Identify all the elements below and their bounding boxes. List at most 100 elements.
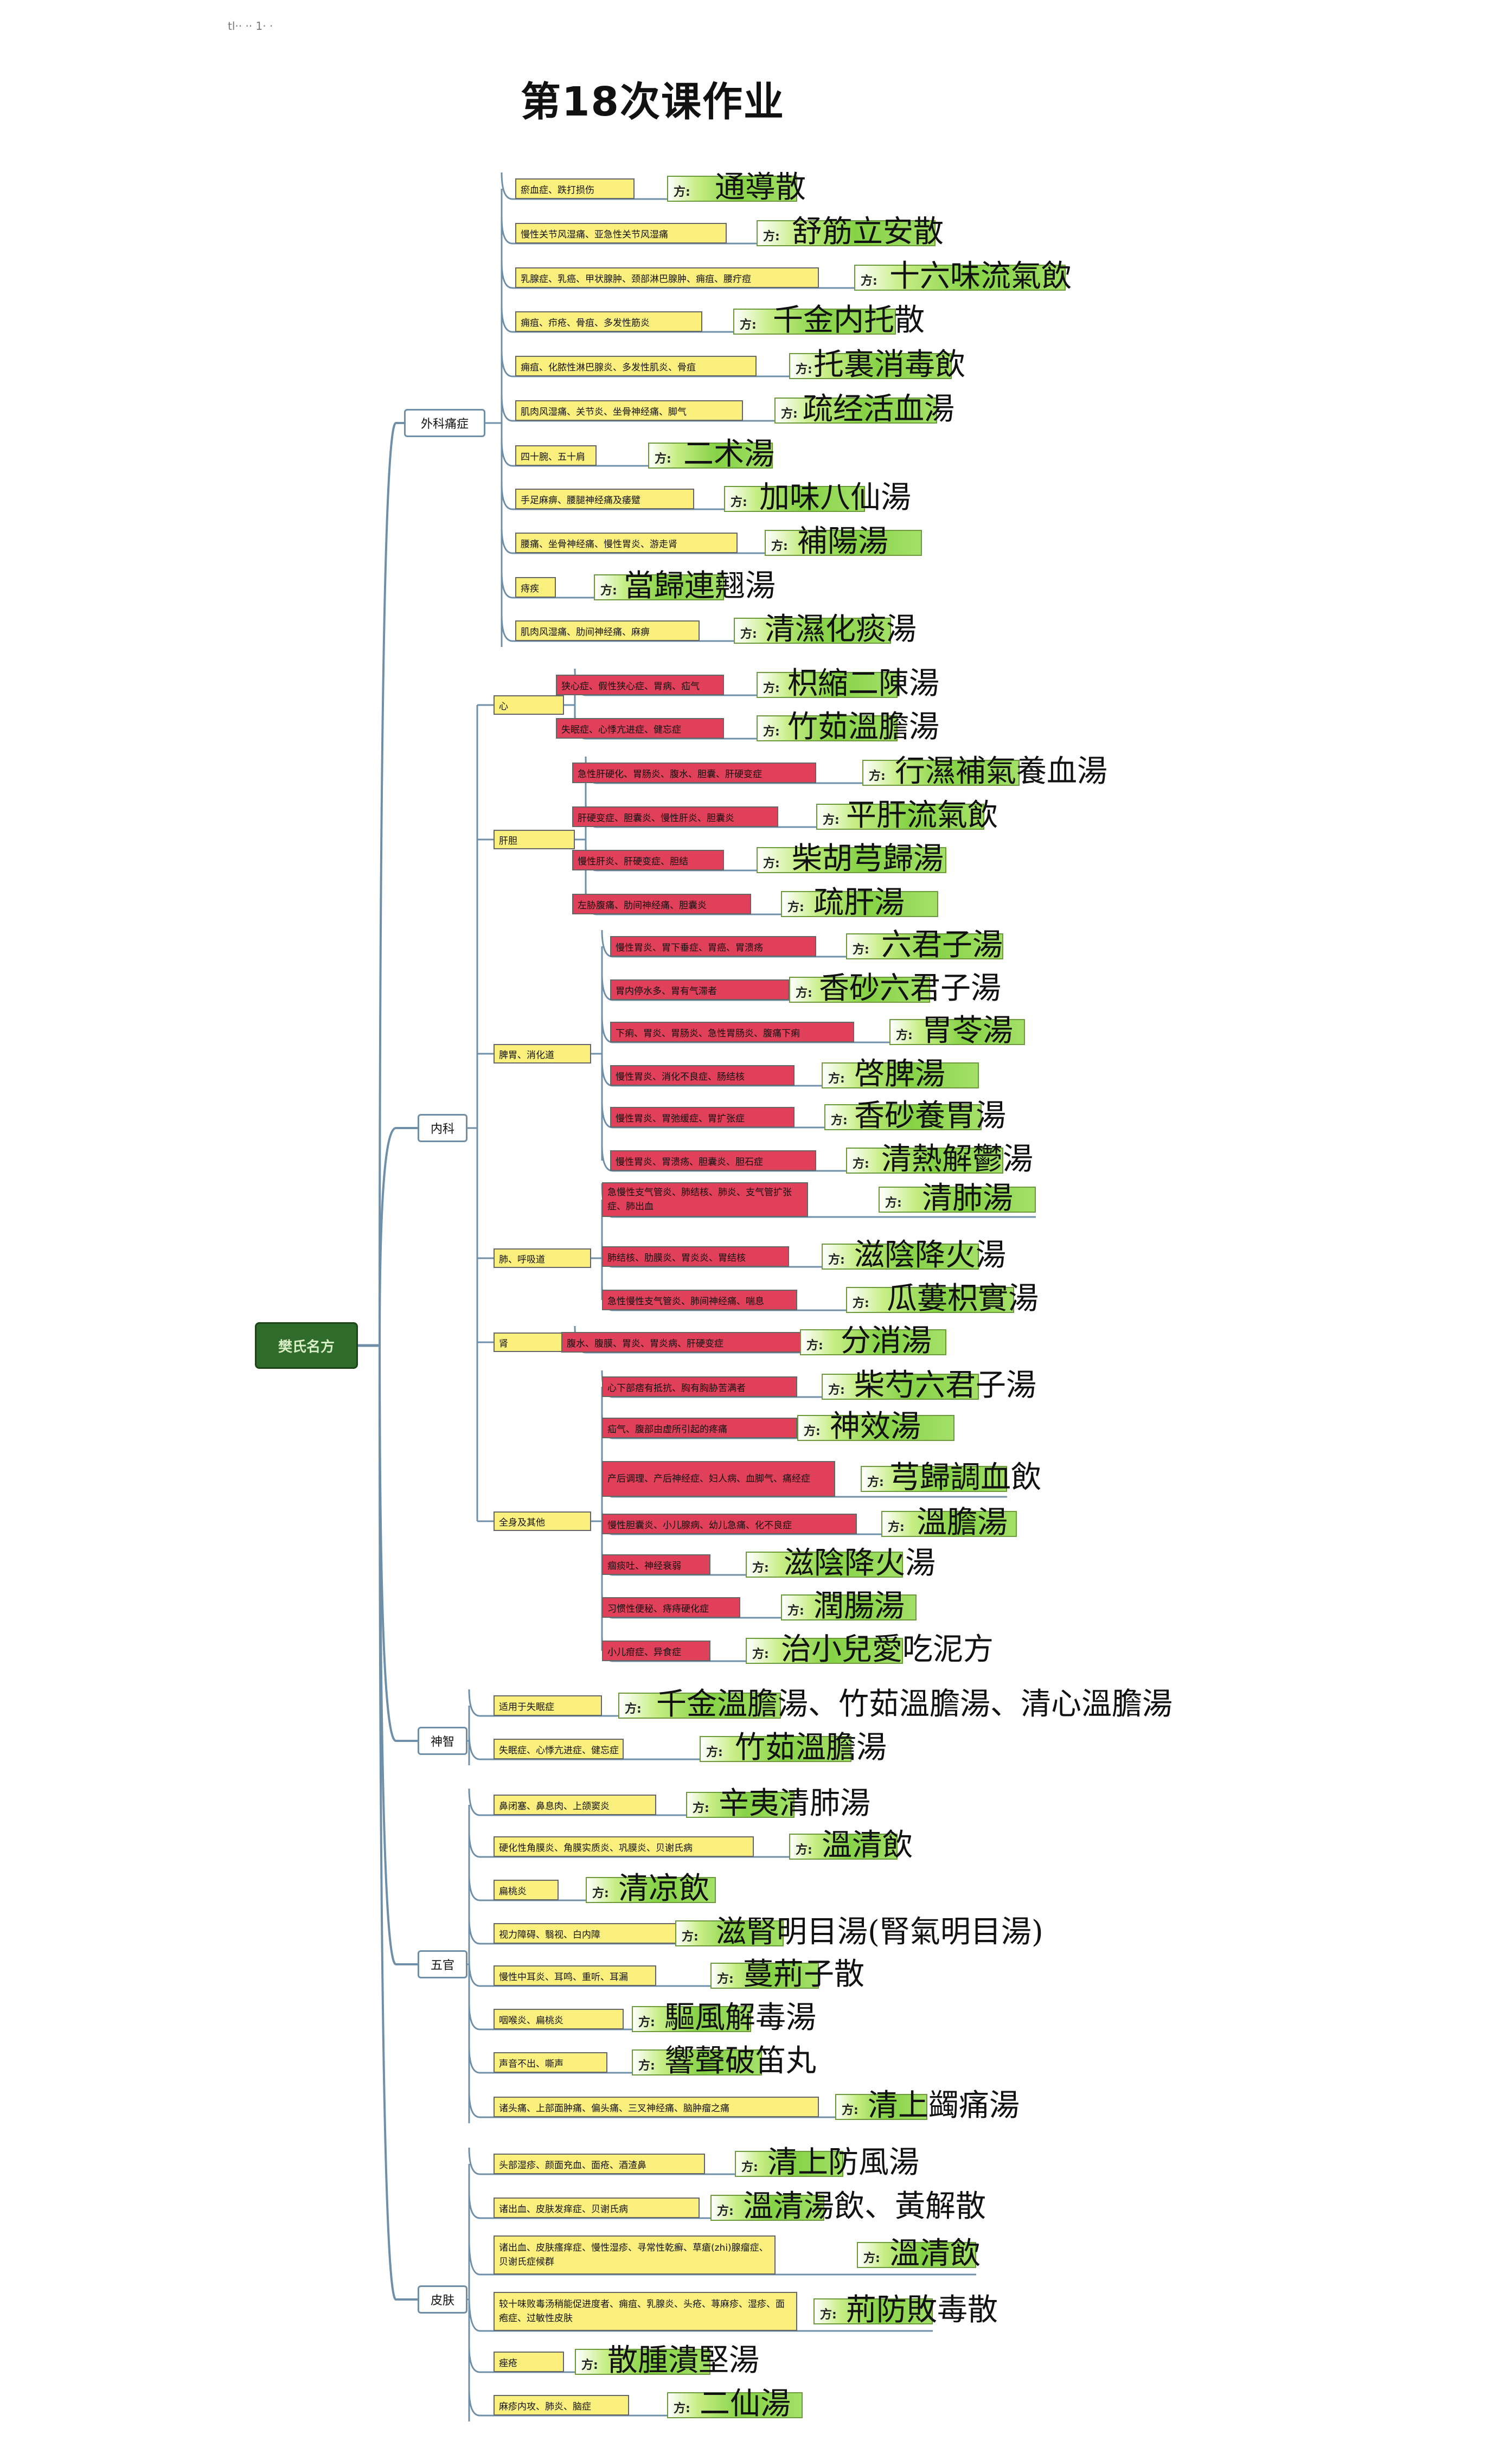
prescription-prefix: 方:	[888, 1521, 905, 1534]
condition-label: 心下部痞有抵抗、胸有胸胁苦满者	[602, 1376, 797, 1397]
prescription-box: 方:	[686, 1792, 795, 1818]
group-node: 脾胃、消化道	[494, 1044, 591, 1064]
condition-label: 麻疹内攻、肺炎、脑症	[494, 2395, 629, 2416]
prescription-prefix: 方:	[592, 1887, 609, 1900]
prescription-box: 方:	[879, 1187, 1036, 1213]
prescription-box: 方:	[632, 2049, 762, 2075]
group-node: 全身及其他	[494, 1511, 591, 1531]
prescription-box: 方:	[846, 1148, 1003, 1174]
connector	[468, 2388, 803, 2417]
prescription-prefix: 方:	[831, 1114, 848, 1128]
prescription-prefix: 方:	[741, 2161, 758, 2174]
formula-name: 竹茹溫膽湯	[787, 709, 939, 745]
condition-label: 疝气、腹部由虚所引起的疼痛	[602, 1418, 797, 1438]
formula-name: 當歸連翹湯	[624, 568, 776, 604]
condition-label: 咽喉炎、扁桃炎	[494, 2009, 624, 2029]
condition-label: 慢性中耳炎、耳鸣、重听、耳漏	[494, 1965, 656, 1986]
formula-name: 補陽湯	[797, 524, 888, 559]
formula-name: 響聲破笛丸	[664, 2043, 816, 2079]
prescription-box: 方:	[862, 760, 1020, 786]
prescription-box: 方:	[881, 1511, 1017, 1537]
condition-label: 四十腕、五十肩	[515, 445, 597, 466]
connector	[468, 2345, 710, 2373]
formula-name: 清上蠲痛湯	[868, 2088, 1020, 2123]
category-node: 外科痛症	[404, 409, 485, 437]
prescription-prefix: 方:	[796, 363, 812, 376]
condition-label: 左胁腹痛、肋间神经痛、胆囊炎	[572, 894, 751, 914]
formula-name: 滋陰降火湯	[784, 1546, 936, 1581]
formula-name: 溫清湯飲、黃解散	[743, 2189, 986, 2224]
category-node: 皮肤	[418, 2285, 467, 2314]
prescription-prefix: 方:	[706, 1746, 723, 1759]
formula-name: 平肝流氣飲	[846, 798, 998, 833]
condition-label: 慢性胃炎、胃溃疡、胆囊炎、胆石症	[610, 1150, 816, 1171]
condition-label: 鼻闭塞、鼻息肉、上颌窦炎	[494, 1795, 656, 1815]
prescription-prefix: 方:	[796, 1843, 812, 1857]
connector	[601, 930, 1003, 958]
formula-name: 香砂養胃湯	[854, 1098, 1006, 1133]
condition-label: 头部湿疹、颜面充血、面疮、酒渣鼻	[494, 2154, 705, 2174]
condition-label: 适用于失眠症	[494, 1695, 602, 1716]
condition-label: 狭心症、假性狭心症、胃病、疝气	[556, 675, 724, 695]
formula-name: 通導散	[715, 170, 806, 205]
formula-name: 辛夷清肺湯	[719, 1786, 870, 1821]
prescription-prefix: 方:	[787, 1604, 804, 1618]
prescription-box: 方:	[735, 2151, 843, 2177]
prescription-prefix: 方:	[763, 230, 780, 244]
condition-label: 扁桃炎	[494, 1880, 559, 1900]
condition-label: 失眠症、心悸亢进症、健忘症	[556, 718, 724, 739]
condition-label: 瘀血症、跌打损伤	[515, 178, 635, 199]
prescription-prefix: 方:	[867, 1476, 884, 1489]
connector	[501, 571, 724, 599]
connector	[601, 1100, 982, 1129]
prescription-box: 方:	[781, 1594, 917, 1620]
connector	[468, 1788, 795, 1816]
connector	[501, 439, 773, 467]
prescription-prefix: 方:	[731, 496, 747, 509]
formula-name: 清濕化痰湯	[765, 612, 917, 647]
prescription-prefix: 方:	[740, 318, 757, 332]
formula-name: 六君子湯	[881, 927, 1003, 963]
connector	[468, 1917, 784, 1945]
connector	[379, 1127, 418, 1346]
formula-name: 驅風解毒湯	[664, 2000, 816, 2035]
formula-name: 托裏消毒飲	[813, 347, 965, 382]
connector	[501, 305, 896, 333]
formula-name: 二术湯	[683, 437, 774, 472]
formula-name: 潤腸湯	[813, 1588, 905, 1624]
prescription-prefix: 方:	[828, 1072, 845, 1086]
prescription-box: 方:	[746, 1552, 903, 1578]
condition-label: 失眠症、心悸亢进症、健忘症	[494, 1739, 624, 1759]
prescription-box: 方:	[789, 1834, 898, 1860]
prescription-box: 方:	[789, 353, 952, 379]
condition-label: 习惯性便秘、痔痔硬化症	[602, 1597, 740, 1618]
formula-name: 千金溫膽湯、竹茹溫膽湯、清心溫膽湯	[656, 1687, 1173, 1722]
formula-name: 溫清飲	[889, 2236, 981, 2271]
prescription-box: 方:	[800, 1329, 946, 1355]
prescription-prefix: 方:	[763, 857, 780, 870]
connector	[379, 422, 404, 1346]
prescription-box: 方:	[675, 1920, 784, 1946]
prescription-box: 方:	[822, 1374, 979, 1400]
prescription-box: 方:	[757, 220, 936, 246]
formula-name: 芎歸調血飲	[889, 1460, 1041, 1495]
condition-label: 硬化性角膜炎、角膜实质炎、巩膜炎、贝谢氏病	[494, 1836, 754, 1857]
connector	[468, 1830, 898, 1858]
formula-name: 疏肝湯	[813, 885, 905, 920]
prescription-prefix: 方:	[787, 901, 804, 914]
prescription-box: 方:	[700, 1736, 851, 1762]
category-node: 内科	[418, 1114, 467, 1142]
prescription-box: 方:	[857, 2242, 976, 2268]
prescription-prefix: 方:	[869, 770, 886, 783]
prescription-box: 方:	[797, 1415, 954, 1441]
condition-label: 急性肝硬化、胃肠炎、腹水、胆囊、肝硬变症	[572, 763, 816, 783]
prescription-prefix: 方:	[828, 1383, 845, 1397]
prescription-box: 方:	[757, 847, 946, 873]
prescription-box: 方:	[813, 2298, 933, 2324]
formula-name: 清熱解鬱湯	[881, 1142, 1033, 1177]
prescription-box: 方:	[648, 443, 773, 469]
formula-name: 胃苓湯	[922, 1013, 1013, 1048]
category-node: 五官	[418, 1950, 467, 1978]
